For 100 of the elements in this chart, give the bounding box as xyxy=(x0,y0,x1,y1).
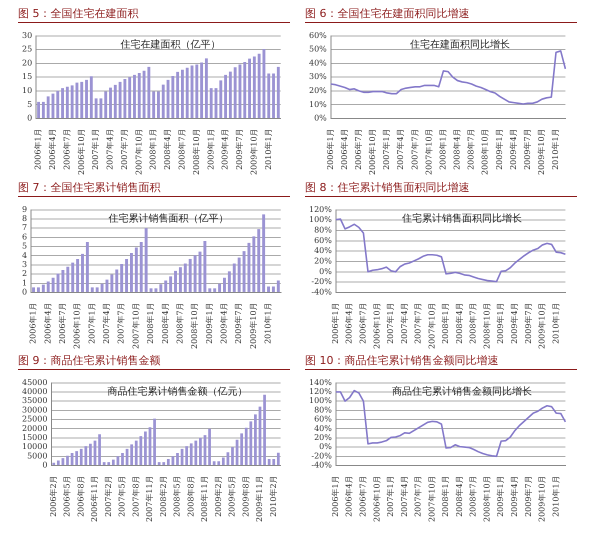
y-tick-label: 30000 xyxy=(22,405,48,414)
x-tick-label: 2007年4月 xyxy=(396,128,406,170)
y-tick-label: 140% xyxy=(308,378,332,387)
bar xyxy=(102,462,106,465)
x-tick-label: 2006年7月 xyxy=(58,302,67,344)
x-tick-label: 2008年7月 xyxy=(468,475,478,517)
x-tick-label: 2008年1月 xyxy=(438,128,448,170)
bar xyxy=(174,270,177,292)
x-tick-label: 2010年1月 xyxy=(551,475,560,517)
y-tick-label: -20% xyxy=(311,277,332,286)
bar xyxy=(130,444,134,465)
x-tick-label: 2009年4月 xyxy=(510,302,519,344)
bar xyxy=(238,64,242,118)
y-tick-label: 5 xyxy=(27,100,32,109)
x-tick-label: 2008年10月 xyxy=(482,302,492,350)
y-tick-label: 6 xyxy=(22,232,28,242)
x-tick-label: 2010年1月 xyxy=(551,302,560,344)
y-tick-label: 20% xyxy=(309,86,328,95)
bar xyxy=(212,461,216,465)
x-tick-label: 2007年7月 xyxy=(414,302,423,344)
y-tick-label: 40% xyxy=(314,246,332,256)
y-tick-label: 60% xyxy=(314,414,332,424)
y-tick-label: 10% xyxy=(309,100,328,109)
chart-title: 图 6：全国住宅在建面积同比增速 xyxy=(305,6,577,23)
bar xyxy=(200,62,204,118)
y-tick-label: 9 xyxy=(22,204,28,214)
bar xyxy=(112,460,115,465)
annotation: 住宅累计销售面积同比增长 xyxy=(402,212,522,224)
x-tick-label: 2008年4月 xyxy=(454,475,464,517)
x-tick-label: 2007年10月 xyxy=(134,128,144,176)
x-tick-label: 2009年10月 xyxy=(537,128,546,176)
x-tick-label: 2008年10月 xyxy=(480,128,490,176)
y-tick-label: 5 xyxy=(22,242,28,251)
x-tick-label: 2009年1月 xyxy=(496,475,506,517)
bar xyxy=(166,80,170,118)
y-tick-label: 60% xyxy=(309,30,328,40)
x-tick-label: 2009年7月 xyxy=(524,475,533,517)
x-tick-label: 2006年10月 xyxy=(372,302,382,350)
bar xyxy=(272,286,275,292)
bar xyxy=(178,267,182,292)
bar xyxy=(76,82,78,118)
x-tick-label: 2008年1月 xyxy=(146,302,156,344)
bar xyxy=(166,459,170,465)
y-tick-label: 7 xyxy=(22,223,28,232)
x-tick-label: 2006年7月 xyxy=(354,128,364,170)
bar xyxy=(158,462,161,465)
bar xyxy=(159,284,162,292)
x-tick-label: 2006年4月 xyxy=(43,302,52,344)
x-tick-label: 2008年4月 xyxy=(454,302,464,344)
bar xyxy=(238,258,241,292)
x-tick-label: 2009年7月 xyxy=(524,302,533,344)
bar xyxy=(190,66,194,118)
x-tick-label: 2008年4月 xyxy=(163,128,172,170)
bar xyxy=(169,276,172,292)
bar xyxy=(85,80,88,118)
x-tick-label: 2008年1月 xyxy=(441,475,450,517)
bar xyxy=(276,280,280,292)
bar xyxy=(150,288,153,292)
y-tick-label: 50% xyxy=(309,44,328,54)
bar xyxy=(222,458,225,465)
bar xyxy=(276,66,280,118)
bar xyxy=(106,280,108,292)
x-tick-label: 2006年1月 xyxy=(330,475,340,517)
bar xyxy=(268,459,271,465)
bar xyxy=(180,70,184,118)
x-tick-label: 2007年4月 xyxy=(102,302,112,344)
x-tick-label: 2009年8月 xyxy=(241,475,250,517)
bar xyxy=(194,255,197,292)
x-tick-label: 2006年7月 xyxy=(62,128,72,170)
y-tick-label: 0% xyxy=(314,114,328,123)
x-tick-label: 2009年10月 xyxy=(248,302,258,350)
bar xyxy=(224,74,228,118)
x-tick-label: 2007年7月 xyxy=(410,128,420,170)
x-tick-label: 2006年4月 xyxy=(344,302,354,344)
x-tick-label: 2008年11月 xyxy=(200,475,210,522)
x-tick-label: 2007年1月 xyxy=(87,302,96,344)
y-tick-label: 80% xyxy=(314,226,332,235)
x-tick-label: 2009年10月 xyxy=(538,302,547,350)
bar xyxy=(267,286,270,292)
x-tick-label: 2009年10月 xyxy=(249,128,258,176)
x-tick-label: 2007年4月 xyxy=(106,128,115,170)
bar xyxy=(198,252,202,292)
y-tick-label: 100% xyxy=(308,396,332,406)
bar xyxy=(56,274,60,292)
y-tick-label: 15000 xyxy=(22,432,48,442)
y-tick-label: 25 xyxy=(22,44,32,54)
x-tick-label: 2009年4月 xyxy=(510,475,519,517)
bar xyxy=(134,247,138,292)
x-tick-label: 2006年10月 xyxy=(72,302,82,350)
annotation: 住宅累计销售面积（亿平） xyxy=(108,212,228,224)
bar xyxy=(185,446,188,465)
bar xyxy=(248,58,251,118)
x-tick-label: 2009年7月 xyxy=(234,302,244,344)
x-tick-label: 2006年10月 xyxy=(76,128,86,176)
x-tick-label: 2009年10月 xyxy=(538,475,547,522)
x-tick-label: 2010年1月 xyxy=(551,128,560,170)
x-tick-label: 2007年7月 xyxy=(116,302,126,344)
x-tick-label: 2009年5月 xyxy=(228,475,237,517)
x-tick-label: 2008年5月 xyxy=(172,475,182,517)
x-tick-label: 2008年10月 xyxy=(192,128,201,176)
